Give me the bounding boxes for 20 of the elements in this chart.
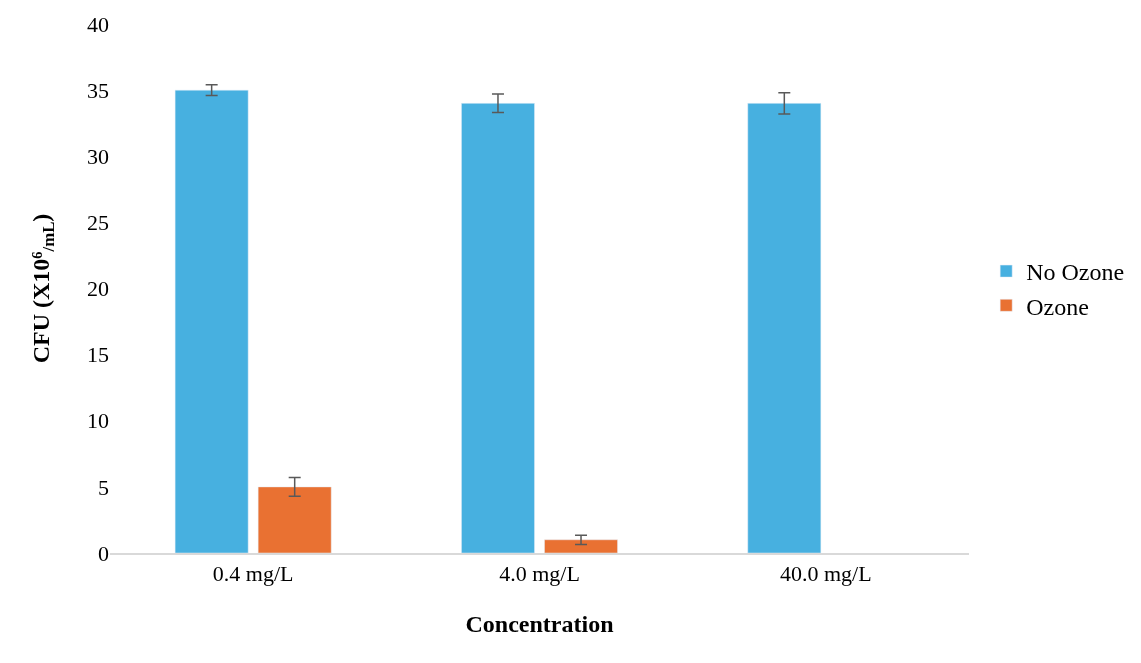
y-tick-label: 25 bbox=[87, 210, 109, 236]
x-axis-title: Concentration bbox=[465, 611, 614, 638]
y-tick-label: 35 bbox=[87, 77, 109, 103]
bar bbox=[747, 103, 822, 553]
x-tick-label: 4.0 mg/L bbox=[499, 561, 580, 587]
y-tick-label: 40 bbox=[87, 11, 109, 37]
x-tick-label: 0.4 mg/L bbox=[212, 561, 294, 587]
y-tick-label: 30 bbox=[87, 143, 109, 169]
y-tick-label: 5 bbox=[98, 474, 109, 500]
bar bbox=[461, 103, 535, 553]
legend-label: No Ozone bbox=[1026, 259, 1125, 286]
y-tick-label: 0 bbox=[98, 540, 109, 566]
bar bbox=[257, 486, 332, 553]
legend-label: Ozone bbox=[1026, 293, 1089, 320]
bar bbox=[174, 89, 249, 553]
x-tick-label: 40.0 mg/L bbox=[779, 561, 872, 587]
y-tick-label: 10 bbox=[87, 408, 109, 434]
bar bbox=[544, 539, 618, 553]
y-tick-label: 15 bbox=[87, 342, 109, 368]
y-tick-label: 20 bbox=[87, 276, 109, 302]
